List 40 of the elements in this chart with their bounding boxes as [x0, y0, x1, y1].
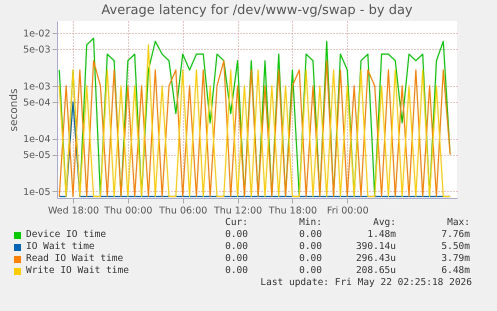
text: Last update: Fri May 22 02:25:18 2026 [259, 277, 472, 289]
text: 7.76m [440, 229, 470, 241]
text: 0.00 [298, 241, 322, 253]
x-tick-label: Thu 00:00 [103, 206, 152, 216]
legend-label: Device IO time [26, 229, 106, 241]
x-tick-label: Fri 00:00 [326, 206, 369, 216]
text: 3.79m [440, 253, 470, 265]
text: 0.00 [224, 265, 248, 277]
text: Cur: [224, 217, 248, 229]
text: 0.00 [298, 253, 322, 265]
legend-label: Read IO Wait time [26, 253, 124, 265]
y-tick-label: 5e-03 [23, 44, 50, 56]
text: 0.00 [298, 229, 322, 241]
text: 5.50m [440, 241, 470, 253]
y-tick-label: 5e-05 [23, 150, 50, 162]
text: 208.65u [354, 265, 396, 277]
text: Avg: [372, 217, 396, 229]
text: 6.48m [440, 265, 470, 277]
text: 0.00 [298, 265, 322, 277]
text: 296.43u [354, 253, 396, 265]
text: 0.00 [224, 229, 248, 241]
text: 0.00 [224, 241, 248, 253]
chart-title: Average latency for /dev/www-vg/swap - by day [101, 3, 413, 18]
text: Min: [298, 217, 322, 229]
legend-label: IO Wait time [26, 241, 95, 253]
x-tick-label: Wed 18:00 [48, 206, 100, 216]
text: 0.00 [224, 253, 248, 265]
text: Max: [446, 217, 470, 229]
y-tick-label: 1e-02 [23, 28, 50, 40]
x-tick-label: Thu 12:00 [212, 206, 262, 216]
y-tick-label: 1e-05 [23, 186, 50, 198]
text: 390.14u [354, 241, 396, 253]
x-tick-label: Thu 18:00 [268, 206, 318, 216]
legend-label: Write IO Wait time [26, 265, 129, 277]
text: 1.48m [366, 229, 396, 241]
x-tick-label: Thu 06:00 [158, 206, 208, 216]
y-axis-title: seconds [8, 88, 20, 132]
y-tick-label: 1e-04 [23, 134, 50, 146]
y-tick-label: 1e-03 [23, 81, 50, 92]
y-tick-label: 5e-04 [23, 97, 50, 108]
